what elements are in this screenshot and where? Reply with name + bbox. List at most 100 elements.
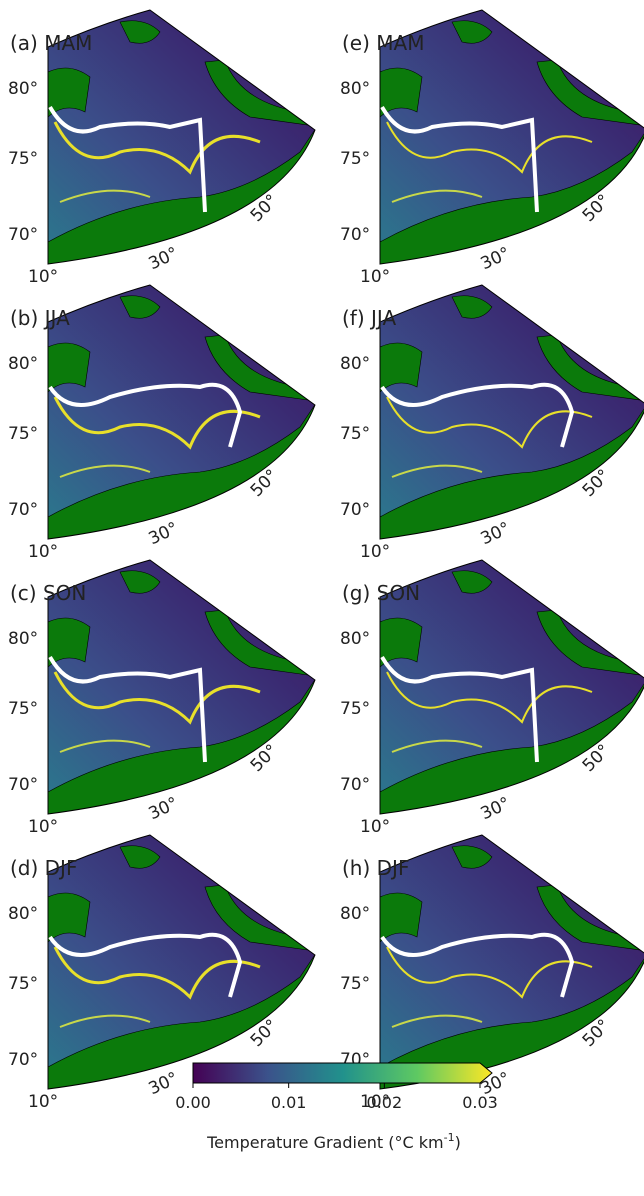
- lon-label: 30°: [146, 793, 182, 824]
- lat-label: 75°: [340, 699, 370, 719]
- land: [380, 892, 423, 943]
- colorbar-tick-label: 0.02: [367, 1093, 403, 1112]
- land: [451, 20, 493, 44]
- lat-label: 80°: [8, 79, 38, 99]
- lon-label: 30°: [478, 243, 514, 274]
- lat-label: 80°: [8, 354, 38, 374]
- lat-label: 75°: [8, 699, 38, 719]
- front: [59, 189, 151, 203]
- ice-edge: [48, 105, 207, 213]
- lon-label: 10°: [360, 817, 390, 837]
- front: [59, 464, 151, 478]
- lon-label: 30°: [478, 793, 514, 824]
- lon-label: 10°: [28, 817, 58, 837]
- front: [59, 1014, 151, 1028]
- ice-edge: [48, 655, 207, 763]
- land: [48, 892, 91, 943]
- lat-label: 70°: [340, 225, 370, 245]
- panel-label: (b) JJA: [10, 306, 70, 330]
- ice-edge: [48, 932, 243, 998]
- map-area: [48, 285, 315, 539]
- lon-label: 10°: [28, 1092, 58, 1112]
- lat-label: 75°: [8, 149, 38, 169]
- label-text: Temperature Gradient (°C km: [206, 1133, 444, 1152]
- lon-label: 10°: [28, 542, 58, 562]
- lat-label: 70°: [8, 500, 38, 520]
- front: [386, 121, 593, 174]
- map-area: [380, 285, 644, 539]
- map-area: [48, 560, 315, 814]
- colorbar-bar: [192, 1062, 493, 1084]
- map-border: [379, 9, 644, 265]
- lat-label: 70°: [8, 775, 38, 795]
- lat-label: 80°: [340, 904, 370, 924]
- lon-label: 10°: [360, 1092, 390, 1112]
- front: [386, 671, 593, 724]
- panel-label: (c) SON: [10, 581, 86, 605]
- land: [48, 342, 91, 393]
- lon-label: 10°: [360, 542, 390, 562]
- ice-edge: [380, 932, 575, 998]
- ice-edge: [380, 382, 575, 448]
- panel-label: (f) JJA: [342, 306, 396, 330]
- colorbar: Temperature Gradient (°C km-1) 0.00 0.01 0…: [175, 1062, 498, 1152]
- panel-label: (e) MAM: [342, 31, 424, 55]
- lat-label: 80°: [8, 629, 38, 649]
- colorbar-label: Temperature Gradient (°C km-1): [206, 1131, 461, 1152]
- map-border: [47, 834, 316, 1090]
- lat-label: 70°: [8, 1050, 38, 1070]
- lat-label: 75°: [340, 149, 370, 169]
- land: [119, 20, 161, 44]
- map-border: [379, 559, 644, 815]
- lat-label: 75°: [340, 974, 370, 994]
- lon-label: 10°: [28, 267, 58, 287]
- panel-label: (g) SON: [342, 581, 420, 605]
- map-border: [47, 9, 316, 265]
- map-border: [379, 284, 644, 540]
- colorbar-tick-label: 0.03: [462, 1093, 498, 1112]
- colorbar-tick-label: 0.01: [271, 1093, 307, 1112]
- land: [451, 295, 493, 319]
- lat-label: 80°: [340, 629, 370, 649]
- land: [451, 845, 493, 869]
- panel-label: (d) DJF: [10, 856, 77, 880]
- ice-edge: [380, 105, 539, 213]
- map-border: [47, 284, 316, 540]
- ice-edge: [48, 382, 243, 448]
- lat-label: 80°: [340, 79, 370, 99]
- front: [59, 739, 151, 753]
- colorbar-tick-label: 0.00: [175, 1093, 211, 1112]
- panel-label: (a) MAM: [10, 31, 92, 55]
- lon-label: 10°: [360, 267, 390, 287]
- lat-label: 70°: [8, 225, 38, 245]
- lat-label: 75°: [340, 424, 370, 444]
- lon-label: 30°: [146, 243, 182, 274]
- label-close: ): [455, 1133, 461, 1152]
- lat-label: 75°: [8, 974, 38, 994]
- front: [53, 396, 261, 450]
- front: [391, 1014, 483, 1028]
- front: [53, 671, 261, 725]
- lat-label: 75°: [8, 424, 38, 444]
- ice-edge: [380, 655, 539, 763]
- map-area: [48, 835, 315, 1089]
- map-border: [47, 559, 316, 815]
- lat-label: 70°: [340, 500, 370, 520]
- lon-label: 30°: [478, 518, 514, 549]
- land: [451, 570, 493, 594]
- map-area: [380, 835, 644, 1089]
- lat-label: 80°: [8, 904, 38, 924]
- front: [386, 396, 593, 449]
- front: [386, 946, 593, 999]
- front: [53, 121, 261, 175]
- front: [391, 739, 483, 753]
- land: [119, 570, 161, 594]
- panel-label: (h) DJF: [342, 856, 409, 880]
- front: [391, 189, 483, 203]
